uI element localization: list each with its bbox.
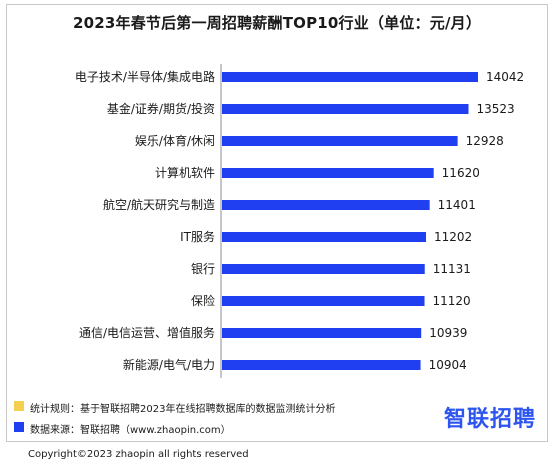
rule-legend-square <box>14 401 24 411</box>
category-label: 基金/证券/期货/投资 <box>107 101 215 116</box>
value-label: 12928 <box>466 134 504 148</box>
category-label: IT服务 <box>180 229 215 244</box>
category-label: 通信/电信运营、增值服务 <box>79 325 215 340</box>
category-label: 航空/航天研究与制造 <box>103 197 215 212</box>
value-label: 10904 <box>429 358 467 372</box>
bar <box>222 200 430 210</box>
category-label: 银行 <box>191 262 215 276</box>
value-label: 11620 <box>442 166 480 180</box>
bar <box>222 168 434 178</box>
chart-title: 2023年春节后第一周招聘薪酬TOP10行业（单位：元/月） <box>72 14 482 32</box>
bar <box>222 232 427 242</box>
category-label: 计算机软件 <box>155 165 215 180</box>
value-label: 13523 <box>477 102 515 116</box>
source-legend-square <box>14 422 24 432</box>
bar <box>222 296 425 306</box>
value-label: 11202 <box>434 230 472 244</box>
value-label: 14042 <box>486 70 524 84</box>
bar <box>222 264 425 274</box>
value-label: 10939 <box>429 326 467 340</box>
bar <box>222 72 478 82</box>
category-label: 电子技术/半导体/集成电路 <box>75 69 215 84</box>
bar-chart: 电子技术/半导体/集成电路 14042 基金/证券/期货/投资 13523 娱乐/体育/… <box>75 64 524 378</box>
value-label: 11401 <box>438 198 476 212</box>
statistics-rule-text: 统计规则：基于智联招聘2023年在线招聘数据库的数据监测统计分析 <box>30 404 336 415</box>
bar <box>222 360 421 370</box>
data-source-text: 数据来源：智联招聘（www.zhaopin.com） <box>30 425 231 436</box>
chart-frame <box>6 4 548 442</box>
category-label: 保险 <box>191 293 215 308</box>
value-label: 11120 <box>433 294 471 308</box>
copyright-text: Copyright©2023 zhaopin all rights reserv… <box>28 449 249 460</box>
value-label: 11131 <box>433 262 471 276</box>
zhaopin-logo: 智联招聘 <box>443 407 536 432</box>
category-label: 娱乐/体育/休闲 <box>135 133 215 148</box>
bar <box>222 136 458 146</box>
bar <box>222 328 422 338</box>
category-label: 新能源/电气/电力 <box>123 357 215 372</box>
bar <box>222 104 469 114</box>
